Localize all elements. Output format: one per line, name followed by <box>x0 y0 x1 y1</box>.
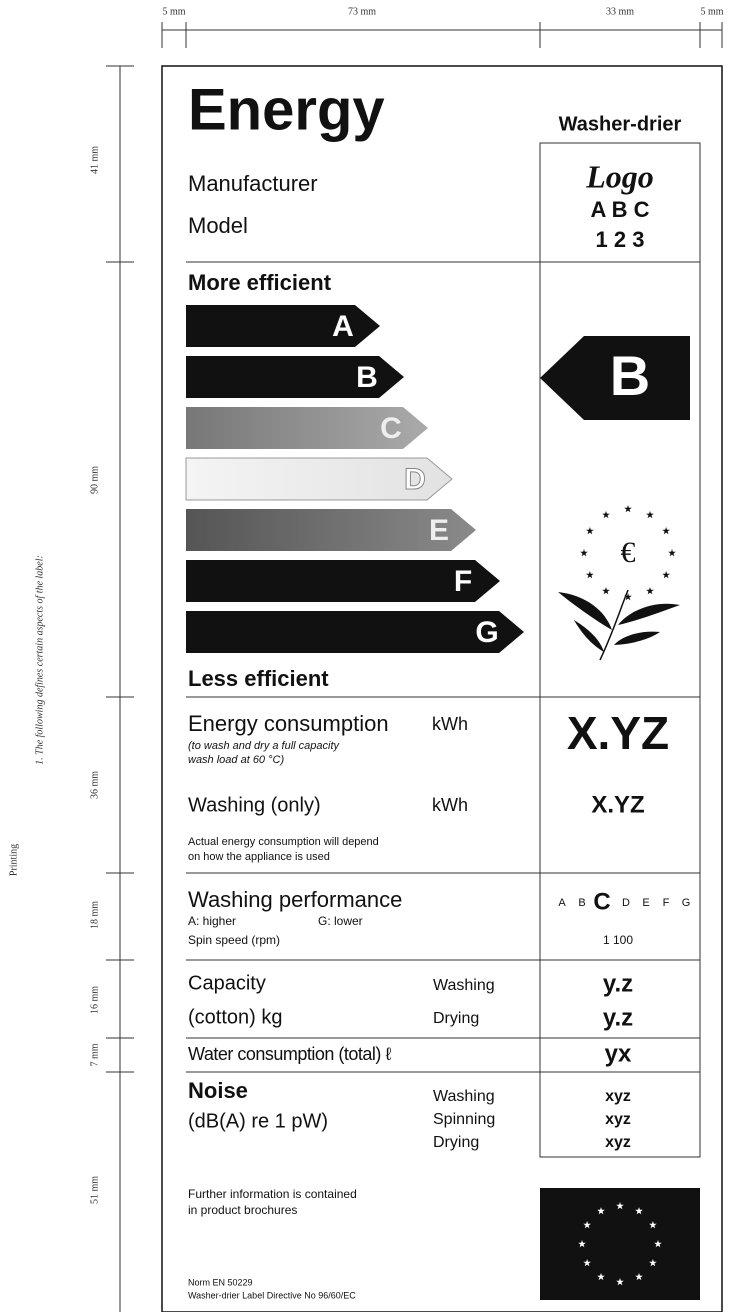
dimension: 18 mm <box>89 901 100 929</box>
noise-unit: (dB(A) re 1 pW) <box>188 1110 328 1132</box>
rating: B <box>610 344 650 407</box>
star <box>646 587 654 594</box>
scale-letter: A <box>558 897 566 909</box>
capacity-label: Capacity <box>188 972 266 994</box>
class-letter: F <box>454 565 472 598</box>
noise-value: xyz <box>605 1111 631 1128</box>
dimension: 33 mm <box>606 6 634 17</box>
appliance: Washer-drier <box>559 113 682 135</box>
directive: Washer-drier Label Directive No 96/60/EC <box>188 1290 356 1300</box>
dimension: 73 mm <box>348 6 376 17</box>
more-efficient: More efficient <box>188 270 332 295</box>
washing-note: on how the appliance is used <box>188 851 330 863</box>
star <box>586 571 594 578</box>
capacity-value: y.z <box>603 1004 633 1031</box>
washing-unit: kWh <box>432 795 468 815</box>
info: in product brochures <box>188 1203 297 1217</box>
water-label: Water consumption (total) ℓ <box>188 1044 391 1064</box>
star <box>662 527 670 534</box>
page: 5 mm 73 mm 33 mm 5 mm 41 mm 90 mm 36 mm … <box>0 0 731 1312</box>
capacity-mode: Washing <box>433 977 495 994</box>
class-letter: A <box>332 310 354 343</box>
energy-note: (to wash and dry a full capacity <box>188 740 341 752</box>
star <box>662 571 670 578</box>
scale-letter: D <box>622 897 630 909</box>
norm: Norm EN 50229 <box>188 1277 253 1287</box>
scale-letter: F <box>663 897 670 909</box>
star <box>624 505 632 512</box>
noise-value: xyz <box>605 1088 631 1105</box>
scale-letter: C <box>593 888 610 915</box>
noise-mode: Washing <box>433 1088 495 1105</box>
dimension: 16 mm <box>89 986 100 1014</box>
dimension: 5 mm <box>162 6 185 17</box>
spin-value: 1 100 <box>603 933 633 947</box>
noise-label: Noise <box>188 1078 248 1103</box>
water-value: yx <box>605 1040 632 1067</box>
class-letter: G <box>475 616 498 649</box>
class-arrow <box>186 611 524 653</box>
star <box>586 527 594 534</box>
washing-label: Washing (only) <box>188 794 321 816</box>
energy-note: wash load at 60 °C) <box>188 754 284 766</box>
star <box>646 511 654 518</box>
capacity-label: (cotton) kg <box>188 1006 282 1028</box>
scale-letter: B <box>578 897 585 909</box>
star <box>624 593 632 600</box>
model: Model <box>188 213 248 238</box>
energy-unit: kWh <box>432 714 468 734</box>
star <box>668 549 676 556</box>
class-letter: C <box>380 412 402 445</box>
dimension: 5 mm <box>700 6 723 17</box>
dimension: 36 mm <box>89 771 100 799</box>
class-letter: D <box>404 463 426 496</box>
side-item: 1. The following defines certain aspects… <box>34 555 45 765</box>
side-heading: Printing <box>8 844 19 876</box>
noise-mode: Spinning <box>433 1111 495 1128</box>
noise-value: xyz <box>605 1134 631 1151</box>
logo-numbers: 1 2 3 <box>596 227 645 252</box>
performance-higher: A: higher <box>188 914 236 928</box>
class-letter: B <box>356 361 378 394</box>
info: Further information is contained <box>188 1187 357 1201</box>
star <box>602 587 610 594</box>
class-letter: E <box>429 514 449 547</box>
manufacturer: Manufacturer <box>188 171 318 196</box>
noise-mode: Drying <box>433 1134 479 1151</box>
title: Energy <box>188 77 385 142</box>
energy-label: Energy consumption <box>188 711 389 736</box>
washing-value: X.YZ <box>591 791 644 818</box>
scale-letter: G <box>682 897 691 909</box>
svg-text:€: € <box>621 536 636 569</box>
capacity-mode: Drying <box>433 1010 479 1027</box>
logo-letters: A B C <box>590 197 649 222</box>
capacity-value: y.z <box>603 970 633 997</box>
dimension: 51 mm <box>89 1176 100 1204</box>
spin-label: Spin speed (rpm) <box>188 933 280 947</box>
dimension: 41 mm <box>89 146 100 174</box>
less-efficient: Less efficient <box>188 666 329 691</box>
star <box>580 549 588 556</box>
washing-note: Actual energy consumption will depend <box>188 836 379 848</box>
star <box>602 511 610 518</box>
performance-label: Washing performance <box>188 887 402 912</box>
logo: Logo <box>585 158 654 194</box>
energy-value: X.YZ <box>567 707 669 759</box>
scale-letter: E <box>642 897 649 909</box>
eu-flower: € <box>558 505 680 660</box>
dimension: 90 mm <box>89 466 100 494</box>
performance-lower: G: lower <box>318 914 363 928</box>
dimension: 7 mm <box>89 1043 100 1066</box>
